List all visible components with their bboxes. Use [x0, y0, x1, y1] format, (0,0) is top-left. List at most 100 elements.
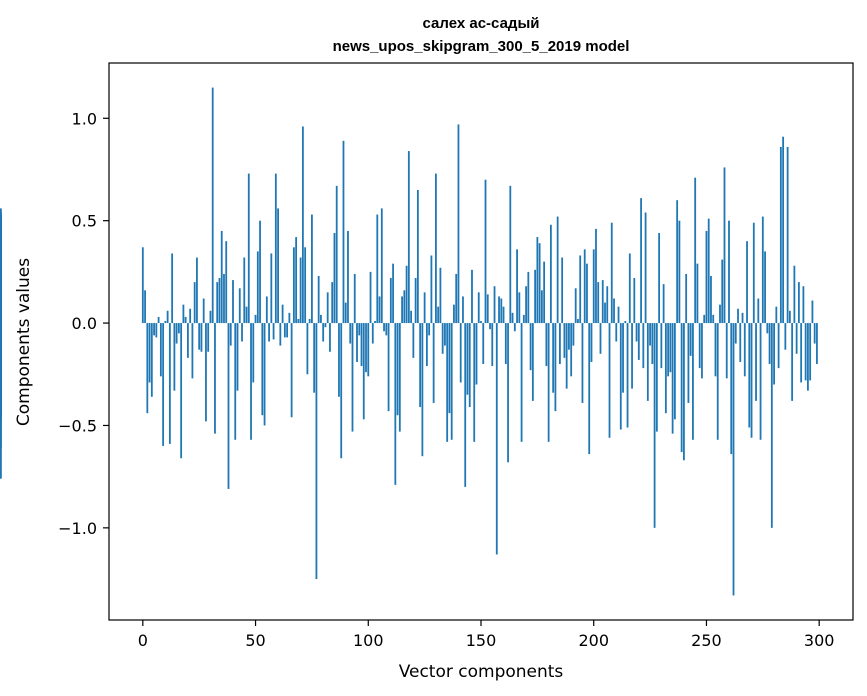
bar-292: [800, 323, 803, 383]
bar-155: [491, 323, 494, 367]
bar-195: [581, 323, 584, 403]
bar-278: [768, 323, 771, 365]
bar-183: [554, 323, 557, 412]
bar-252: [710, 275, 712, 324]
bar-191: [572, 323, 575, 346]
bar-228: [655, 323, 658, 432]
bar-190: [570, 323, 573, 377]
bar-60: [277, 208, 279, 324]
bar-57: [270, 253, 273, 324]
bar-243: [689, 323, 692, 356]
bar-15: [175, 323, 178, 344]
bar-126: [425, 323, 428, 367]
bar-14: [173, 323, 176, 391]
bar-50: [254, 314, 257, 324]
bar-97: [360, 323, 363, 367]
bar-25: [198, 323, 201, 350]
bar-159: [500, 298, 503, 324]
x-tick-label: 250: [691, 631, 722, 650]
bar-79: [320, 314, 322, 324]
bar-199: [590, 323, 593, 362]
bar-189: [568, 323, 570, 350]
bar-112: [394, 323, 397, 485]
bar-200: [592, 249, 595, 324]
bar-156: [493, 286, 496, 324]
bar-109: [387, 323, 390, 412]
bar-232: [664, 323, 667, 414]
bar-215: [626, 323, 629, 428]
bar-163: [509, 185, 512, 324]
bar-87: [338, 323, 340, 397]
bar-141: [459, 323, 462, 383]
bar-168: [520, 323, 523, 442]
bar-103: [374, 321, 376, 324]
bar-5: [153, 323, 155, 336]
bar-253: [712, 314, 715, 324]
bar-225: [649, 323, 651, 346]
bar-105: [378, 296, 381, 324]
bar-219: [635, 323, 638, 342]
bar-294: [804, 323, 807, 381]
bar-160: [502, 306, 505, 324]
bar-132: [439, 267, 442, 324]
bar-194: [579, 255, 582, 324]
bar-223: [644, 212, 647, 324]
bar-164: [511, 312, 514, 324]
bar-34: [218, 278, 221, 324]
bar-31: [211, 87, 214, 324]
bar-250: [705, 230, 708, 324]
y-tick-label: 1.0: [72, 109, 97, 128]
bar-8: [159, 323, 162, 377]
bar-33: [216, 282, 219, 324]
bar-144: [466, 323, 469, 395]
bar-undefined: [0, 323, 2, 416]
bar-262: [732, 323, 735, 596]
bar-18: [182, 304, 185, 324]
bar-113: [396, 323, 399, 416]
bar-125: [423, 292, 426, 324]
bar-3: [148, 323, 151, 383]
bar-56: [268, 323, 270, 342]
bar-289: [793, 265, 796, 324]
bar-210: [615, 323, 618, 342]
bar-101: [369, 271, 372, 324]
bar-282: [777, 323, 780, 369]
y-tick-label: −0.5: [58, 416, 97, 435]
bar-74: [308, 318, 311, 324]
bar-181: [549, 224, 552, 324]
bar-51: [256, 251, 259, 324]
bar-102: [371, 323, 374, 344]
bar-121: [414, 278, 417, 324]
bar-117: [405, 265, 408, 324]
bar-274: [759, 323, 762, 440]
bar-30: [209, 310, 212, 324]
bar-236: [673, 323, 676, 420]
bar-151: [482, 323, 485, 365]
bar-69: [297, 318, 300, 324]
bar-94: [353, 273, 356, 324]
bar-98: [362, 323, 365, 420]
x-tick-label: 0: [138, 631, 148, 650]
bar-43: [238, 288, 241, 324]
bar-13: [171, 253, 174, 324]
bar-193: [577, 318, 579, 324]
bar-202: [597, 282, 600, 324]
bar-86: [335, 185, 338, 324]
bar-123: [419, 323, 422, 408]
bar-273: [757, 298, 760, 324]
bar-120: [412, 323, 415, 358]
bar-42: [236, 323, 239, 391]
bar-196: [583, 249, 586, 324]
bar-124: [421, 323, 424, 457]
bar-198: [588, 323, 591, 455]
bar-65: [288, 312, 291, 324]
bar-72: [304, 247, 307, 324]
bar-128: [430, 255, 433, 324]
bar-12: [168, 323, 171, 444]
bar-261: [730, 323, 733, 455]
bar-166: [516, 249, 518, 324]
bar-247: [698, 323, 701, 369]
bar-264: [737, 308, 739, 324]
bar-2: [146, 323, 149, 414]
bar-281: [775, 306, 778, 324]
